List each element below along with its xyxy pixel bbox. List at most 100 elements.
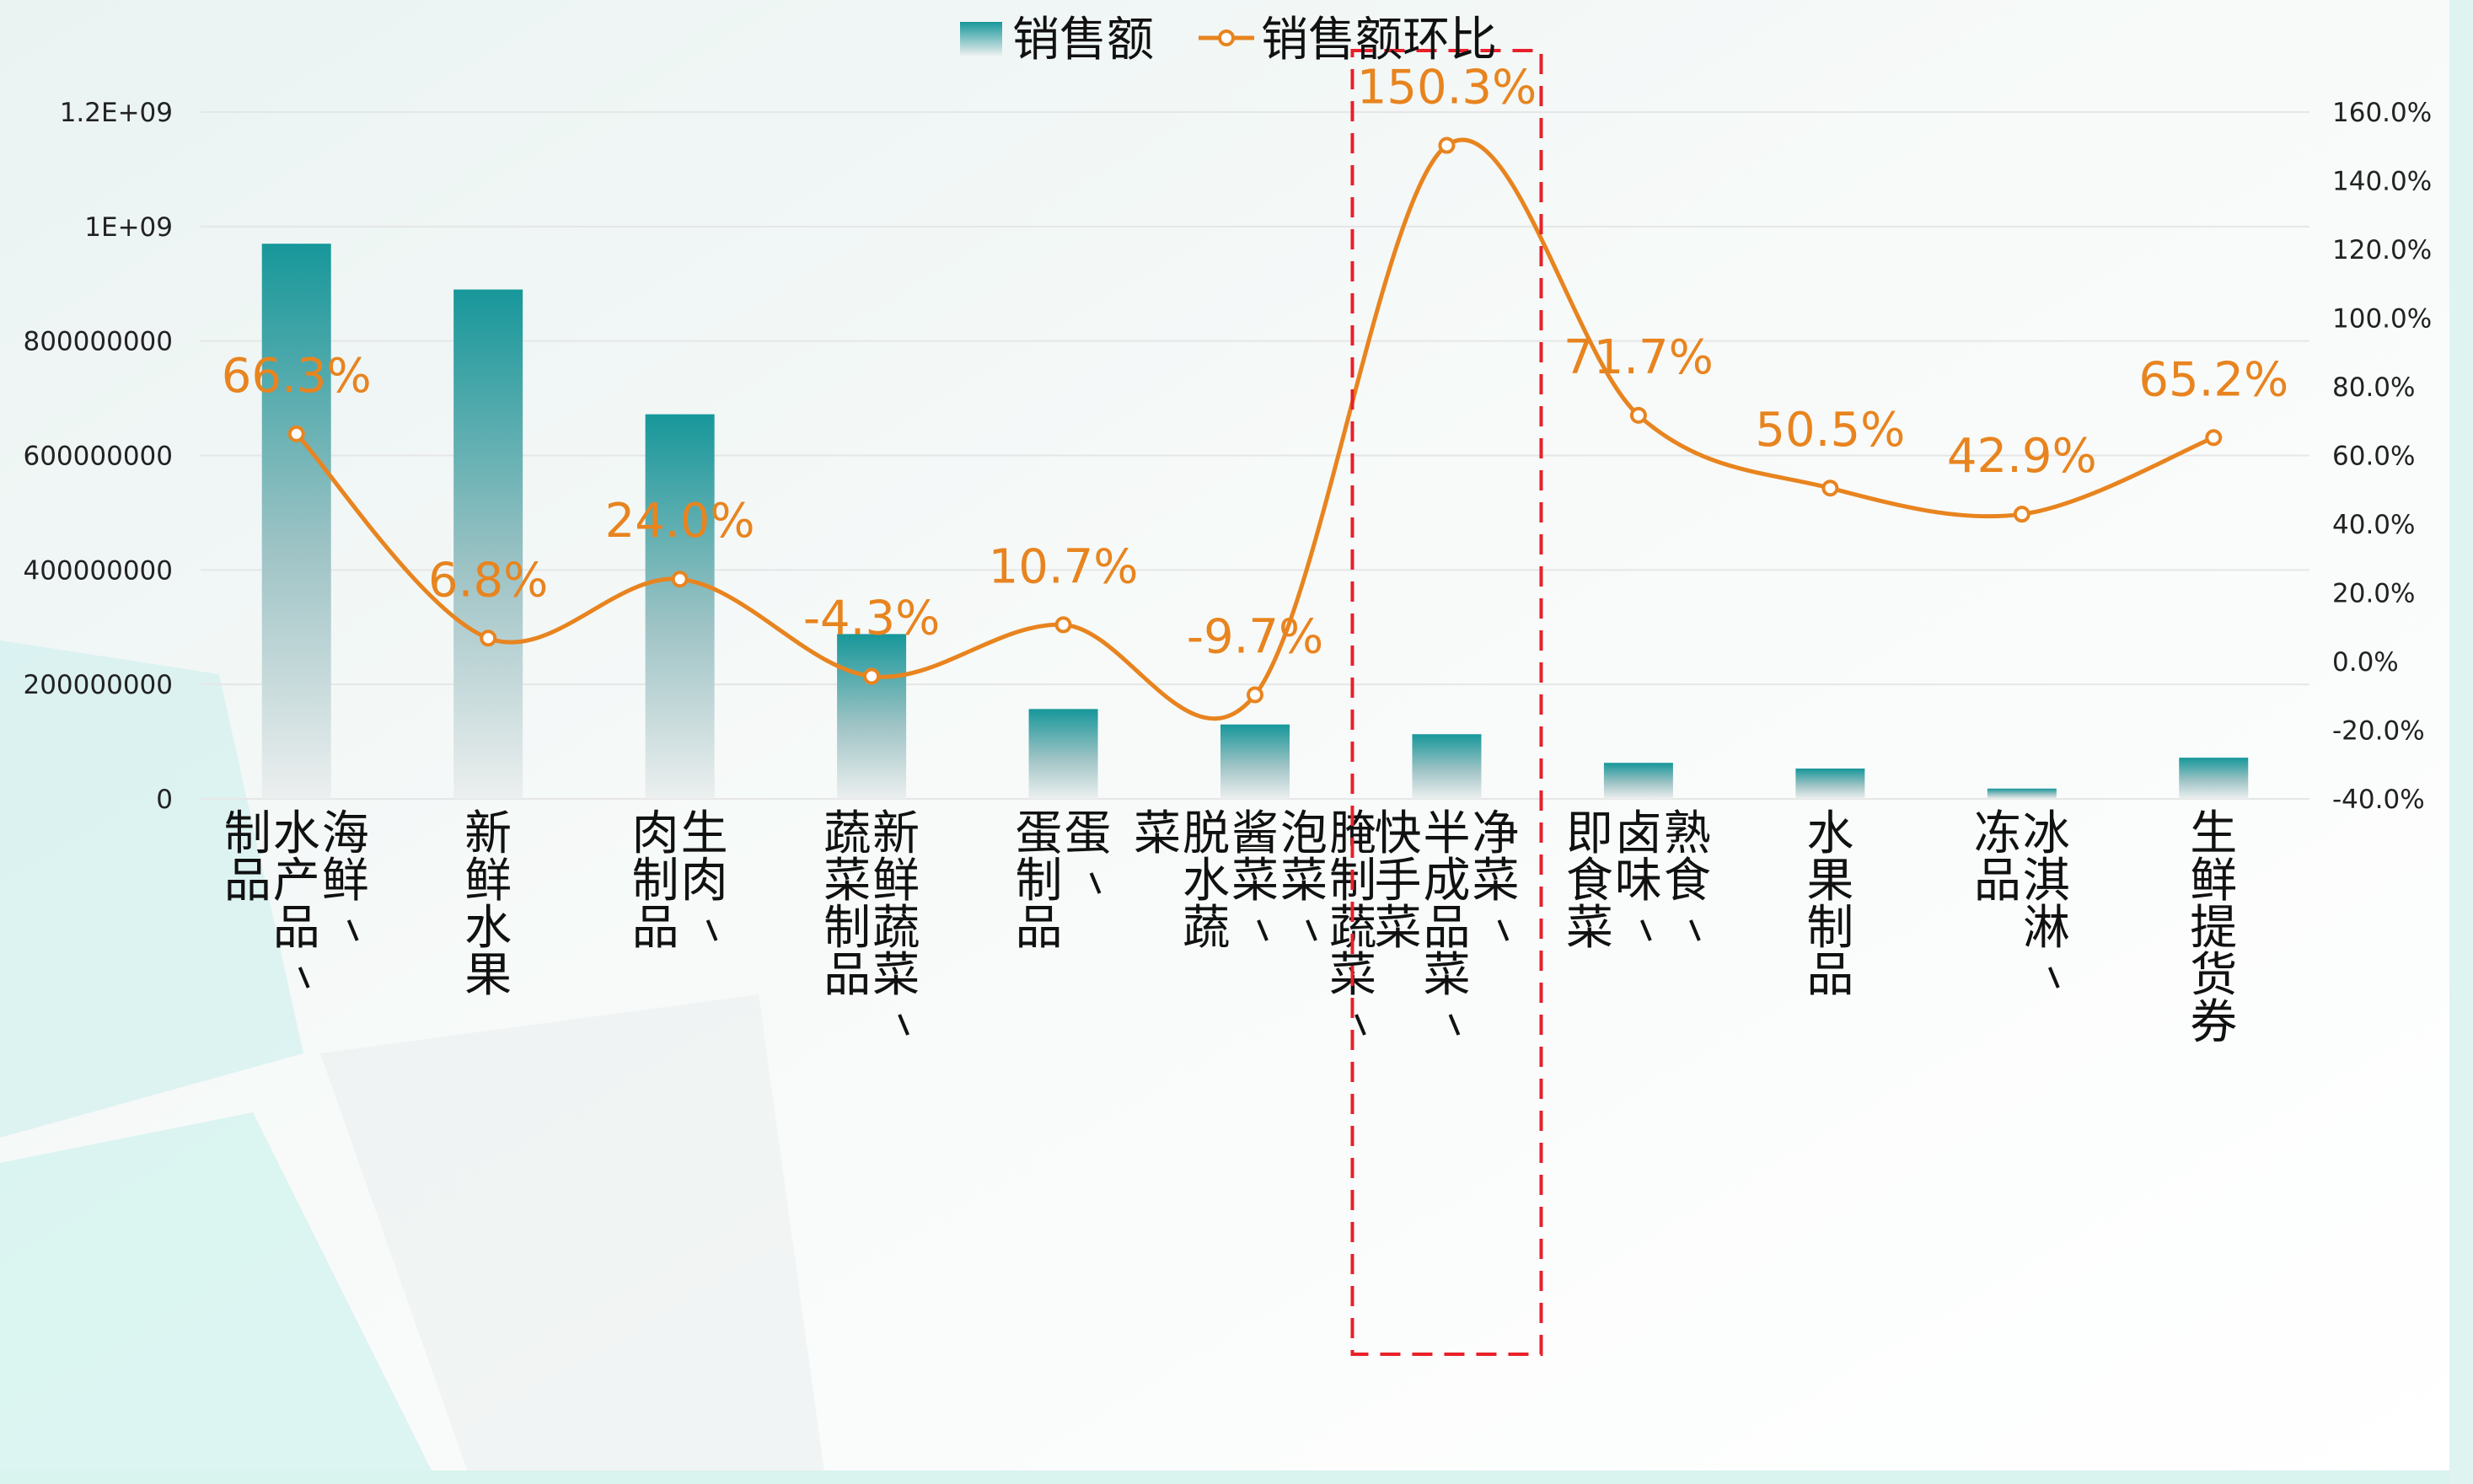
line-marker[interactable] — [480, 629, 497, 647]
category-char: 菜 — [1231, 854, 1279, 908]
bar[interactable] — [261, 244, 331, 799]
line-marker[interactable] — [2205, 429, 2223, 447]
data-label: 6.8% — [428, 553, 548, 608]
left-tick-label: 800000000 — [23, 327, 173, 357]
slash-mark — [1448, 1014, 1461, 1036]
slash-mark — [1497, 919, 1510, 941]
x-axis-category-labels: 海鲜水产品制品新鲜水果生肉肉制品新鲜蔬菜蔬菜制品蛋蛋制品腌制蔬菜泡菜酱菜脱水蔬菜… — [224, 806, 2238, 1050]
slash-mark — [346, 919, 359, 941]
bar-series-sales — [261, 244, 2249, 800]
category-char: 手 — [1374, 854, 1421, 908]
line-marker[interactable] — [1247, 686, 1263, 704]
category-char: 快 — [1374, 806, 1421, 861]
category-char: 菜 — [1423, 948, 1470, 1003]
line-marker[interactable] — [2013, 506, 2030, 523]
category-char: 品 — [1806, 948, 1853, 1003]
category-char: 鲜 — [464, 854, 512, 908]
left-y-axis: 0 200000000 400000000 600000000 800000000 1E+… — [23, 98, 173, 815]
left-tick-label: 1.2E+09 — [60, 98, 173, 128]
slash-mark — [1640, 919, 1652, 941]
slash-mark — [1089, 872, 1102, 894]
legend-label-sales: 销售额 — [1012, 13, 1154, 67]
legend-item-sales[interactable]: 销售额 — [960, 13, 1154, 67]
bar[interactable] — [1603, 763, 1673, 799]
legend: 销售额 销售额环比 — [960, 13, 1497, 67]
category-char: 菜 — [1472, 854, 1519, 908]
left-tick-label: 600000000 — [23, 442, 173, 472]
category-char: 肉 — [632, 806, 679, 861]
category-char: 菜 — [823, 854, 871, 908]
highlight-box — [1350, 49, 1543, 1356]
data-label: 66.3% — [222, 349, 372, 404]
data-label: 71.7% — [1564, 330, 1714, 385]
category-char: 水 — [1183, 854, 1230, 908]
bar[interactable] — [837, 634, 907, 799]
category-char: 熟 — [1664, 806, 1711, 861]
category-char: 食 — [1566, 854, 1613, 908]
data-label: 65.2% — [2138, 352, 2288, 407]
bar[interactable] — [2179, 758, 2249, 799]
category-char: 净 — [1472, 806, 1519, 861]
line-marker[interactable] — [287, 425, 305, 442]
data-label: 24.0% — [605, 494, 755, 549]
category-char: 肉 — [681, 854, 728, 908]
category-char: 鲜 — [322, 854, 369, 908]
category-char: 脱 — [1183, 806, 1230, 861]
slash-mark — [1306, 919, 1317, 941]
category-char: 菜 — [1280, 854, 1328, 908]
category-char: 品 — [1974, 854, 2021, 908]
category-char: 卤 — [1615, 806, 1662, 861]
category-char: 泡 — [1280, 806, 1328, 861]
right-tick-label: 0.0% — [2332, 647, 2399, 678]
category-char: 蛋 — [1016, 806, 1063, 861]
line-marker[interactable] — [671, 571, 689, 588]
slash-mark — [2047, 967, 2060, 988]
left-tick-label: 0 — [156, 785, 173, 815]
data-label: 42.9% — [1947, 429, 2097, 484]
bar[interactable] — [1412, 734, 1482, 799]
right-tick-label: 100.0% — [2332, 304, 2432, 335]
category-char: 生 — [681, 806, 728, 861]
bar[interactable] — [453, 289, 523, 800]
data-labels: 66.3% 6.8% 24.0% -4.3% 10.7% -9.7% 150.3% 71.7%… — [222, 61, 2288, 665]
category-char: 生 — [2190, 806, 2237, 861]
line-marker[interactable] — [1629, 406, 1647, 424]
right-tick-label: -40.0% — [2332, 785, 2425, 815]
bar[interactable] — [1987, 788, 2057, 799]
slash-mark — [1257, 919, 1269, 941]
category-char: 品 — [632, 901, 679, 956]
data-label: -9.7% — [1187, 610, 1323, 665]
bar[interactable] — [1220, 724, 1290, 799]
category-char: 制 — [1016, 854, 1063, 908]
category-char: 成 — [1423, 854, 1470, 908]
line-marker[interactable] — [1054, 616, 1072, 634]
bar[interactable] — [1028, 709, 1098, 799]
line-marker[interactable] — [1438, 137, 1456, 154]
slash-mark — [298, 967, 310, 988]
line-marker[interactable] — [863, 667, 881, 685]
line-marker[interactable] — [1821, 479, 1839, 497]
category-char: 鲜 — [2190, 854, 2237, 908]
bar[interactable] — [1795, 769, 1865, 799]
slash-mark — [898, 1014, 909, 1036]
category-char: 券 — [2190, 995, 2237, 1050]
category-char: 新 — [464, 806, 512, 861]
category-char: 蔬 — [1183, 901, 1230, 956]
right-tick-label: 120.0% — [2332, 235, 2432, 265]
category-char: 产 — [273, 854, 320, 908]
bar[interactable] — [645, 414, 715, 799]
category-char: 品 — [1423, 901, 1470, 956]
legend-item-sales-mom[interactable]: 销售额环比 — [1199, 13, 1497, 67]
category-char: 食 — [1664, 854, 1711, 908]
category-char: 品 — [273, 901, 320, 956]
category-char: 酱 — [1231, 806, 1279, 861]
